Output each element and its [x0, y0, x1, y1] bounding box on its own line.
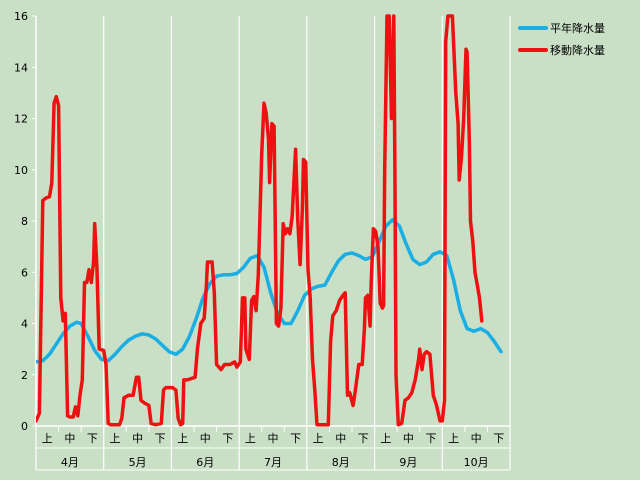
period-label: 上 [42, 432, 53, 445]
period-label: 下 [358, 432, 369, 445]
period-label: 上 [313, 432, 324, 445]
legend-label: 移動降水量 [550, 43, 605, 57]
period-label: 上 [177, 432, 188, 445]
period-label: 中 [64, 432, 75, 445]
month-label: 9月 [399, 456, 417, 469]
y-tick-label: 8 [21, 215, 28, 228]
period-label: 中 [132, 432, 143, 445]
period-label: 中 [335, 432, 346, 445]
y-tick-label: 6 [21, 266, 28, 279]
period-label: 下 [290, 432, 301, 445]
month-label: 6月 [196, 456, 214, 469]
month-label: 4月 [61, 456, 79, 469]
period-label: 上 [110, 432, 121, 445]
period-label: 上 [245, 432, 256, 445]
month-label: 8月 [332, 456, 350, 469]
month-label: 10月 [464, 456, 489, 469]
y-tick-label: 16 [14, 10, 28, 23]
period-label: 下 [426, 432, 437, 445]
y-tick-label: 4 [21, 318, 28, 331]
period-label: 中 [268, 432, 279, 445]
y-tick-label: 14 [14, 61, 28, 74]
period-label: 上 [380, 432, 391, 445]
period-label: 中 [403, 432, 414, 445]
period-label: 下 [87, 432, 98, 445]
legend-label: 平年降水量 [550, 21, 605, 35]
period-label: 中 [471, 432, 482, 445]
period-label: 下 [222, 432, 233, 445]
period-label: 中 [200, 432, 211, 445]
period-label: 下 [155, 432, 166, 445]
month-label: 5月 [129, 456, 147, 469]
y-tick-label: 2 [21, 369, 28, 382]
y-tick-label: 0 [21, 420, 28, 433]
y-tick-label: 10 [14, 164, 28, 177]
period-label: 下 [493, 432, 504, 445]
y-tick-label: 12 [14, 113, 28, 126]
series-line-normal [36, 217, 503, 364]
series-line-moving [36, 14, 484, 427]
month-label: 7月 [264, 456, 282, 469]
period-label: 上 [448, 432, 459, 445]
